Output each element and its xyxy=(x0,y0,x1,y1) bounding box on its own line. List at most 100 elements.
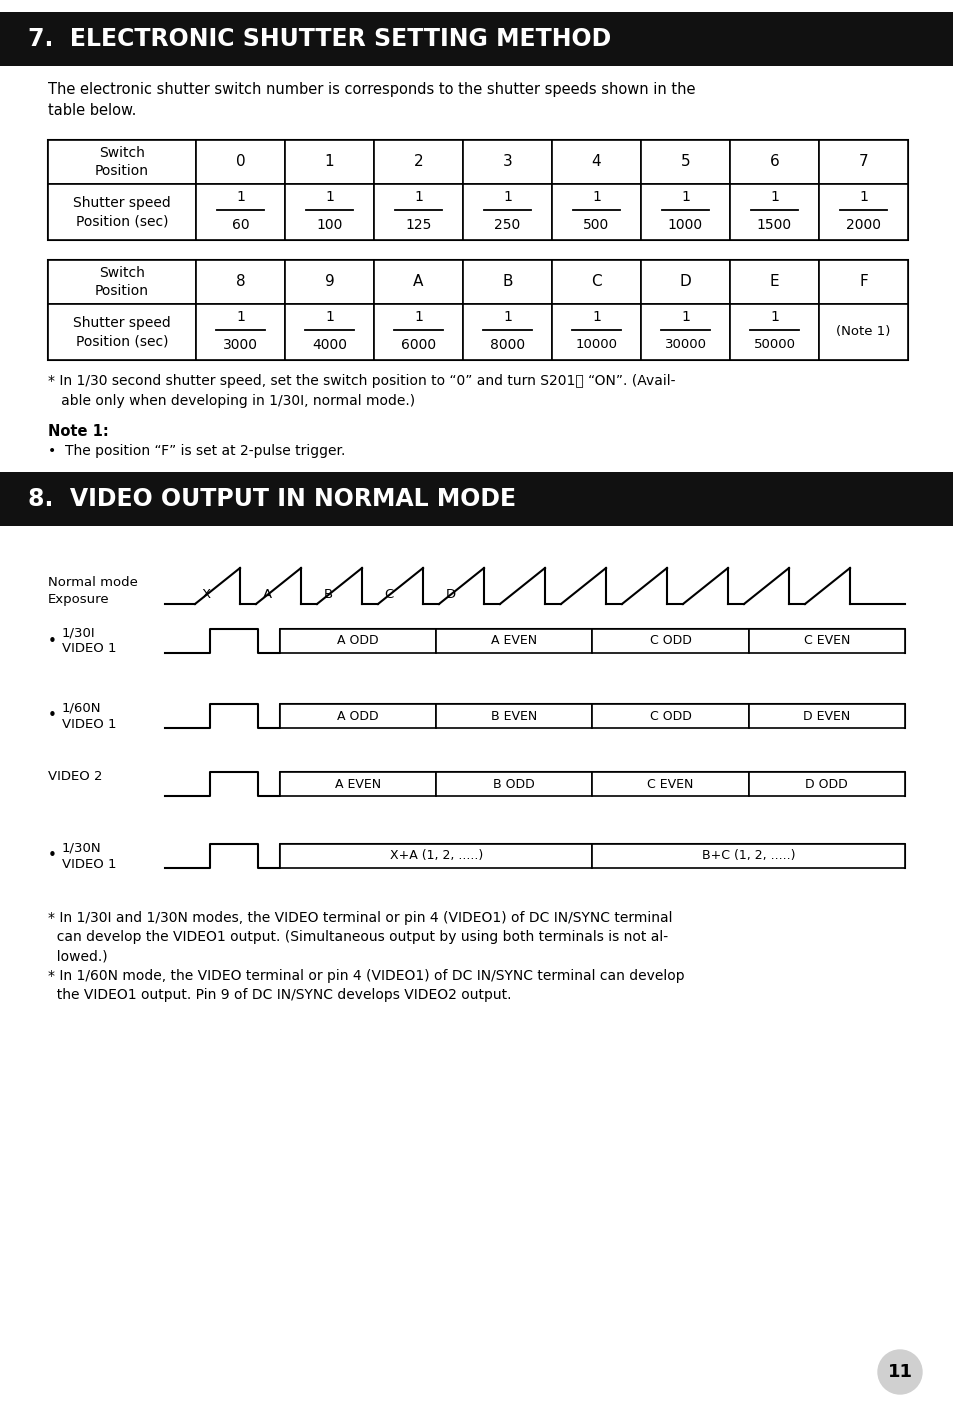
Text: 4000: 4000 xyxy=(312,338,347,352)
Text: 5: 5 xyxy=(680,155,690,169)
Bar xyxy=(818,141,907,184)
Text: 6000: 6000 xyxy=(400,338,436,352)
Text: 9: 9 xyxy=(324,274,334,290)
Circle shape xyxy=(877,1349,921,1394)
Bar xyxy=(374,184,462,241)
Text: 50000: 50000 xyxy=(753,338,795,352)
Text: 3000: 3000 xyxy=(223,338,257,352)
Text: 1: 1 xyxy=(680,190,689,204)
Text: Normal mode
Exposure: Normal mode Exposure xyxy=(48,575,138,606)
Bar xyxy=(552,304,640,360)
Text: 1: 1 xyxy=(769,190,778,204)
Bar xyxy=(195,184,285,241)
Text: 60: 60 xyxy=(232,218,249,232)
Text: B+C (1, 2, .....): B+C (1, 2, .....) xyxy=(701,850,795,862)
Text: VIDEO 1: VIDEO 1 xyxy=(62,643,116,656)
Text: VIDEO 1: VIDEO 1 xyxy=(62,857,116,871)
Text: 4: 4 xyxy=(591,155,600,169)
Text: 1: 1 xyxy=(769,310,778,324)
Text: A ODD: A ODD xyxy=(337,635,378,647)
Text: •: • xyxy=(48,709,57,723)
Text: A EVEN: A EVEN xyxy=(335,778,381,791)
Text: 1: 1 xyxy=(414,190,422,204)
Text: 7: 7 xyxy=(858,155,867,169)
Bar xyxy=(48,141,907,241)
Text: A ODD: A ODD xyxy=(337,709,378,723)
Text: B ODD: B ODD xyxy=(493,778,535,791)
Bar xyxy=(462,304,552,360)
Text: 0: 0 xyxy=(235,155,245,169)
Text: 8: 8 xyxy=(235,274,245,290)
Text: A: A xyxy=(262,588,272,601)
Text: 1500: 1500 xyxy=(756,218,791,232)
Text: 1/30I: 1/30I xyxy=(62,626,95,640)
Text: C: C xyxy=(384,588,394,601)
Bar xyxy=(195,304,285,360)
Bar xyxy=(285,184,374,241)
Text: A: A xyxy=(413,274,423,290)
Text: * In 1/30 second shutter speed, set the switch position to “0” and turn S201Ⓢ “O: * In 1/30 second shutter speed, set the … xyxy=(48,374,675,408)
Bar xyxy=(285,141,374,184)
Bar xyxy=(48,260,195,304)
Bar xyxy=(640,184,729,241)
Bar xyxy=(285,260,374,304)
Bar xyxy=(552,260,640,304)
Bar xyxy=(374,260,462,304)
Bar xyxy=(729,141,818,184)
Bar xyxy=(374,141,462,184)
Text: 100: 100 xyxy=(316,218,342,232)
Bar xyxy=(462,141,552,184)
Bar xyxy=(195,141,285,184)
Bar xyxy=(552,141,640,184)
Text: 1: 1 xyxy=(324,155,334,169)
Bar xyxy=(729,304,818,360)
Text: VIDEO 2: VIDEO 2 xyxy=(48,770,102,782)
Text: 1: 1 xyxy=(325,310,334,324)
Bar xyxy=(729,260,818,304)
Text: 1: 1 xyxy=(592,190,600,204)
Text: •: • xyxy=(48,848,57,864)
Text: B EVEN: B EVEN xyxy=(491,709,537,723)
Bar xyxy=(640,260,729,304)
Bar xyxy=(729,184,818,241)
Text: Shutter speed
Position (sec): Shutter speed Position (sec) xyxy=(73,196,171,228)
Text: X+A (1, 2, .....): X+A (1, 2, .....) xyxy=(389,850,482,862)
Text: * In 1/60N mode, the VIDEO terminal or pin 4 (VIDEO1) of DC IN/SYNC terminal can: * In 1/60N mode, the VIDEO terminal or p… xyxy=(48,969,684,1003)
Text: C: C xyxy=(591,274,601,290)
Text: X: X xyxy=(201,588,211,601)
Text: 8.  VIDEO OUTPUT IN NORMAL MODE: 8. VIDEO OUTPUT IN NORMAL MODE xyxy=(28,487,516,511)
Text: D: D xyxy=(679,274,691,290)
Text: 2: 2 xyxy=(414,155,423,169)
Bar xyxy=(436,704,592,727)
Text: B: B xyxy=(323,588,333,601)
Bar xyxy=(436,772,592,796)
Bar xyxy=(48,184,195,241)
Text: 2000: 2000 xyxy=(845,218,880,232)
Text: Switch
Position: Switch Position xyxy=(95,146,149,179)
Text: 1: 1 xyxy=(592,310,600,324)
Bar xyxy=(0,13,953,66)
Text: •: • xyxy=(48,633,57,649)
Text: 1: 1 xyxy=(414,310,422,324)
Text: 1/60N: 1/60N xyxy=(62,702,101,715)
Text: 7.  ELECTRONIC SHUTTER SETTING METHOD: 7. ELECTRONIC SHUTTER SETTING METHOD xyxy=(28,27,611,51)
Text: 250: 250 xyxy=(494,218,520,232)
Text: D EVEN: D EVEN xyxy=(802,709,850,723)
Bar xyxy=(462,184,552,241)
Text: 10000: 10000 xyxy=(575,338,617,352)
Text: D ODD: D ODD xyxy=(804,778,847,791)
Text: 1000: 1000 xyxy=(667,218,702,232)
Bar xyxy=(374,304,462,360)
Text: C EVEN: C EVEN xyxy=(802,635,849,647)
Text: 1: 1 xyxy=(502,190,512,204)
Bar xyxy=(592,629,748,653)
Text: 1: 1 xyxy=(858,190,867,204)
Text: * In 1/30I and 1/30N modes, the VIDEO terminal or pin 4 (VIDEO1) of DC IN/SYNC t: * In 1/30I and 1/30N modes, the VIDEO te… xyxy=(48,910,672,964)
Text: 125: 125 xyxy=(405,218,432,232)
Bar xyxy=(280,844,592,868)
Text: (Note 1): (Note 1) xyxy=(836,325,890,339)
Text: The electronic shutter switch number is corresponds to the shutter speeds shown : The electronic shutter switch number is … xyxy=(48,82,695,118)
Text: 11: 11 xyxy=(886,1363,911,1382)
Bar xyxy=(48,260,907,360)
Bar xyxy=(640,304,729,360)
